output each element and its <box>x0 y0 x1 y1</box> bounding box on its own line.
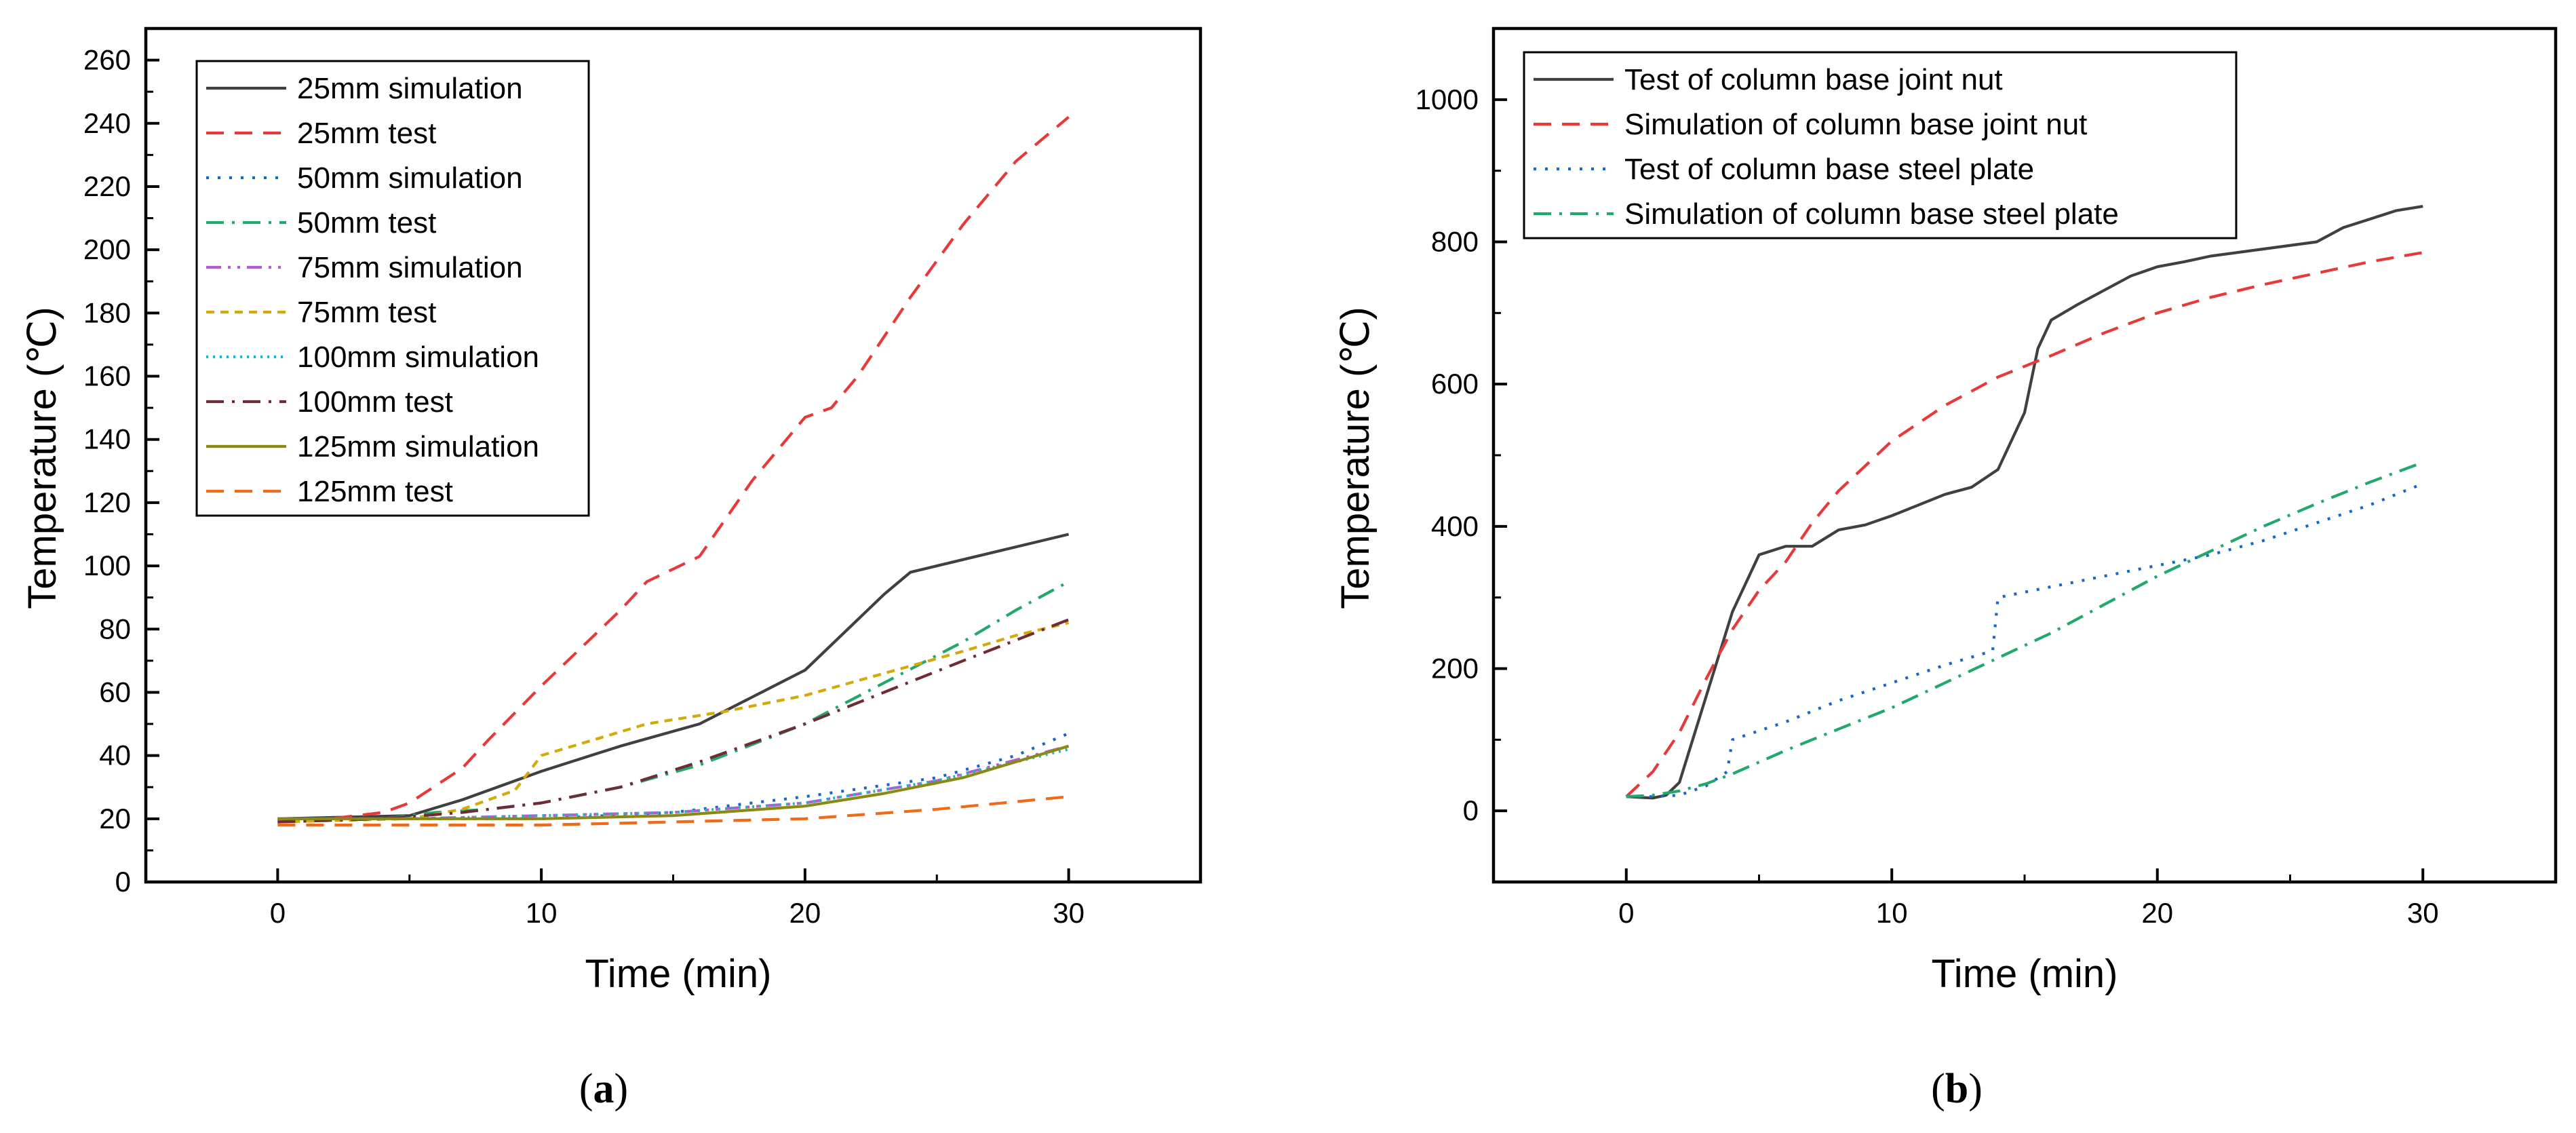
chart-a-ytick-label-3: 60 <box>99 676 131 708</box>
chart-b-ytick-label-3: 600 <box>1431 368 1479 400</box>
chart-a-legend-label-0: 25mm simulation <box>297 72 523 105</box>
panel-b-label-close: ) <box>1968 1066 1983 1112</box>
chart-a-ytick-label-4: 80 <box>99 613 131 645</box>
chart-a-series-line-1 <box>277 115 1070 824</box>
chart-panel-a: 0 20 40 60 80 100 120 140 160 180 200 220 240 260 0 10 2… <box>20 26 1203 1112</box>
chart-b-xlabel: Time (min) <box>1932 952 2118 996</box>
chart-a-ytick-label-10: 200 <box>83 233 131 265</box>
chart-a-ytick-label-2: 40 <box>99 740 131 771</box>
chart-a-ytick-label-5: 100 <box>83 550 131 581</box>
chart-b-series-line-3 <box>1626 461 2424 799</box>
chart-a-legend-label-4: 75mm simulation <box>297 251 523 284</box>
chart-b-legend-label-0: Test of column base joint nut <box>1624 63 2003 96</box>
chart-b-ylabel: Temperature (℃) <box>1333 307 1378 609</box>
chart-a-ytick-label-9: 180 <box>83 296 131 328</box>
chart-a-ytick-label-8: 160 <box>83 360 131 392</box>
chart-b-ytick-label-4: 800 <box>1431 226 1479 258</box>
chart-a-legend-label-2: 50mm simulation <box>297 161 523 195</box>
panel-b-label-open: ( <box>1931 1066 1945 1112</box>
panel-a-label-close: ) <box>614 1066 629 1112</box>
chart-a-plot-area: 0 20 40 60 80 100 120 140 160 180 200 220 240 260 0 10 2… <box>83 26 1203 929</box>
chart-b-legend-label-1: Simulation of column base joint nut <box>1624 108 2087 141</box>
chart-a-ytick-label-7: 140 <box>83 423 131 455</box>
chart-a-legend-label-9: 125mm test <box>297 475 453 508</box>
panel-a-label: (a) <box>579 1066 628 1112</box>
chart-a-ytick-label-0: 0 <box>115 866 131 898</box>
chart-a-ytick-label-13: 260 <box>83 44 131 76</box>
chart-b-ytick-label-5: 1000 <box>1416 83 1479 115</box>
chart-a-series-line-2 <box>277 732 1070 820</box>
panel-b-label-letter: b <box>1945 1066 1968 1112</box>
chart-a-legend-label-1: 25mm test <box>297 117 436 150</box>
panel-b-label: (b) <box>1931 1066 1983 1112</box>
chart-a-xtick-label-1: 10 <box>526 897 558 929</box>
chart-b-ytick-label-1: 200 <box>1431 653 1479 685</box>
chart-b-series-group <box>1625 205 2424 800</box>
chart-b-ytick-label-0: 0 <box>1463 794 1479 826</box>
chart-a-xtick-label-0: 0 <box>270 897 286 929</box>
chart-b-plot-area: 0 200 400 600 800 1000 0 10 20 30 <box>1416 26 2558 929</box>
chart-b-series-line-0 <box>1626 205 2423 800</box>
chart-a-legend: 25mm simulation 25mm test 50mm simulation 5… <box>195 60 590 517</box>
chart-b-xtick-label-1: 10 <box>1876 897 1908 929</box>
panel-a-label-letter: a <box>593 1066 614 1112</box>
chart-a-legend-box <box>195 60 590 517</box>
chart-a-ytick-label-12: 240 <box>83 107 131 139</box>
chart-b-series-line-1 <box>1625 251 2423 798</box>
chart-a-xtick-label-2: 20 <box>789 897 821 929</box>
chart-b-xtick-label-3: 30 <box>2407 897 2439 929</box>
chart-b-xtick-label-0: 0 <box>1618 897 1634 929</box>
chart-a-legend-label-3: 50mm test <box>297 206 436 239</box>
chart-a-series-line-0 <box>277 533 1070 820</box>
chart-b-ytick-label-2: 400 <box>1431 510 1479 542</box>
chart-a-legend-label-5: 75mm test <box>297 296 436 329</box>
chart-a-xtick-label-3: 30 <box>1053 897 1085 929</box>
panel-a-label-open: ( <box>579 1066 593 1112</box>
chart-a-legend-label-7: 100mm test <box>297 385 453 419</box>
chart-a-legend-label-6: 100mm simulation <box>297 341 539 374</box>
chart-b-legend-box <box>1523 51 2238 239</box>
chart-b-legend: Test of column base joint nut Simulation … <box>1523 51 2238 239</box>
chart-a-ylabel: Temperature (℃) <box>20 307 64 609</box>
chart-a-series-line-9 <box>277 795 1069 827</box>
chart-panel-b: 0 200 400 600 800 1000 0 10 20 30 Test of column … <box>1333 26 2558 1112</box>
chart-a-series-group <box>277 115 1070 827</box>
chart-b-xtick-label-2: 20 <box>2141 897 2173 929</box>
chart-a-series-line-7 <box>277 618 1070 824</box>
chart-a-xlabel: Time (min) <box>585 952 772 996</box>
chart-a-series-line-5 <box>277 621 1070 824</box>
chart-a-ytick-label-6: 120 <box>83 486 131 518</box>
chart-a-series-line-3 <box>277 580 1070 824</box>
chart-a-ytick-label-1: 20 <box>99 803 131 834</box>
chart-a-legend-label-8: 125mm simulation <box>297 430 539 463</box>
chart-b-legend-label-2: Test of column base steel plate <box>1624 153 2034 186</box>
chart-b-legend-label-3: Simulation of column base steel plate <box>1624 197 2119 231</box>
chart-a-series-line-8 <box>277 744 1070 820</box>
chart-a-ytick-label-11: 220 <box>83 170 131 202</box>
